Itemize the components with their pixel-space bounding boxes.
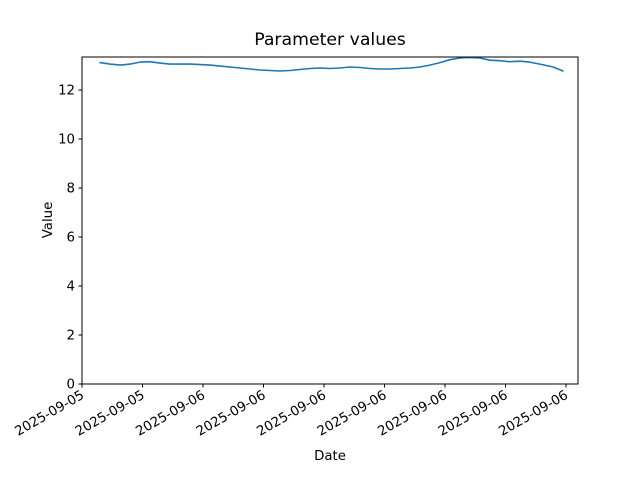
y-tick-label: 6 xyxy=(67,230,75,245)
plot-area xyxy=(82,57,578,384)
y-tick-label: 8 xyxy=(67,181,75,196)
x-axis-ticks: 2025-09-052025-09-052025-09-062025-09-06… xyxy=(13,384,571,440)
y-axis-label: Value xyxy=(41,202,56,239)
y-tick-label: 4 xyxy=(67,279,75,294)
axes-border xyxy=(81,56,579,385)
data-line xyxy=(99,56,564,72)
y-tick-label: 12 xyxy=(58,83,75,98)
y-tick-label: 10 xyxy=(58,132,75,147)
x-tick-label: 2025-09-06 xyxy=(496,388,570,440)
chart-title: Parameter values xyxy=(254,30,406,50)
x-axis-label: Date xyxy=(314,449,346,464)
y-tick-label: 2 xyxy=(67,328,75,343)
y-axis-ticks: 0 2 4 6 8 10 12 xyxy=(58,83,82,392)
y-tick-label: 0 xyxy=(67,377,75,392)
